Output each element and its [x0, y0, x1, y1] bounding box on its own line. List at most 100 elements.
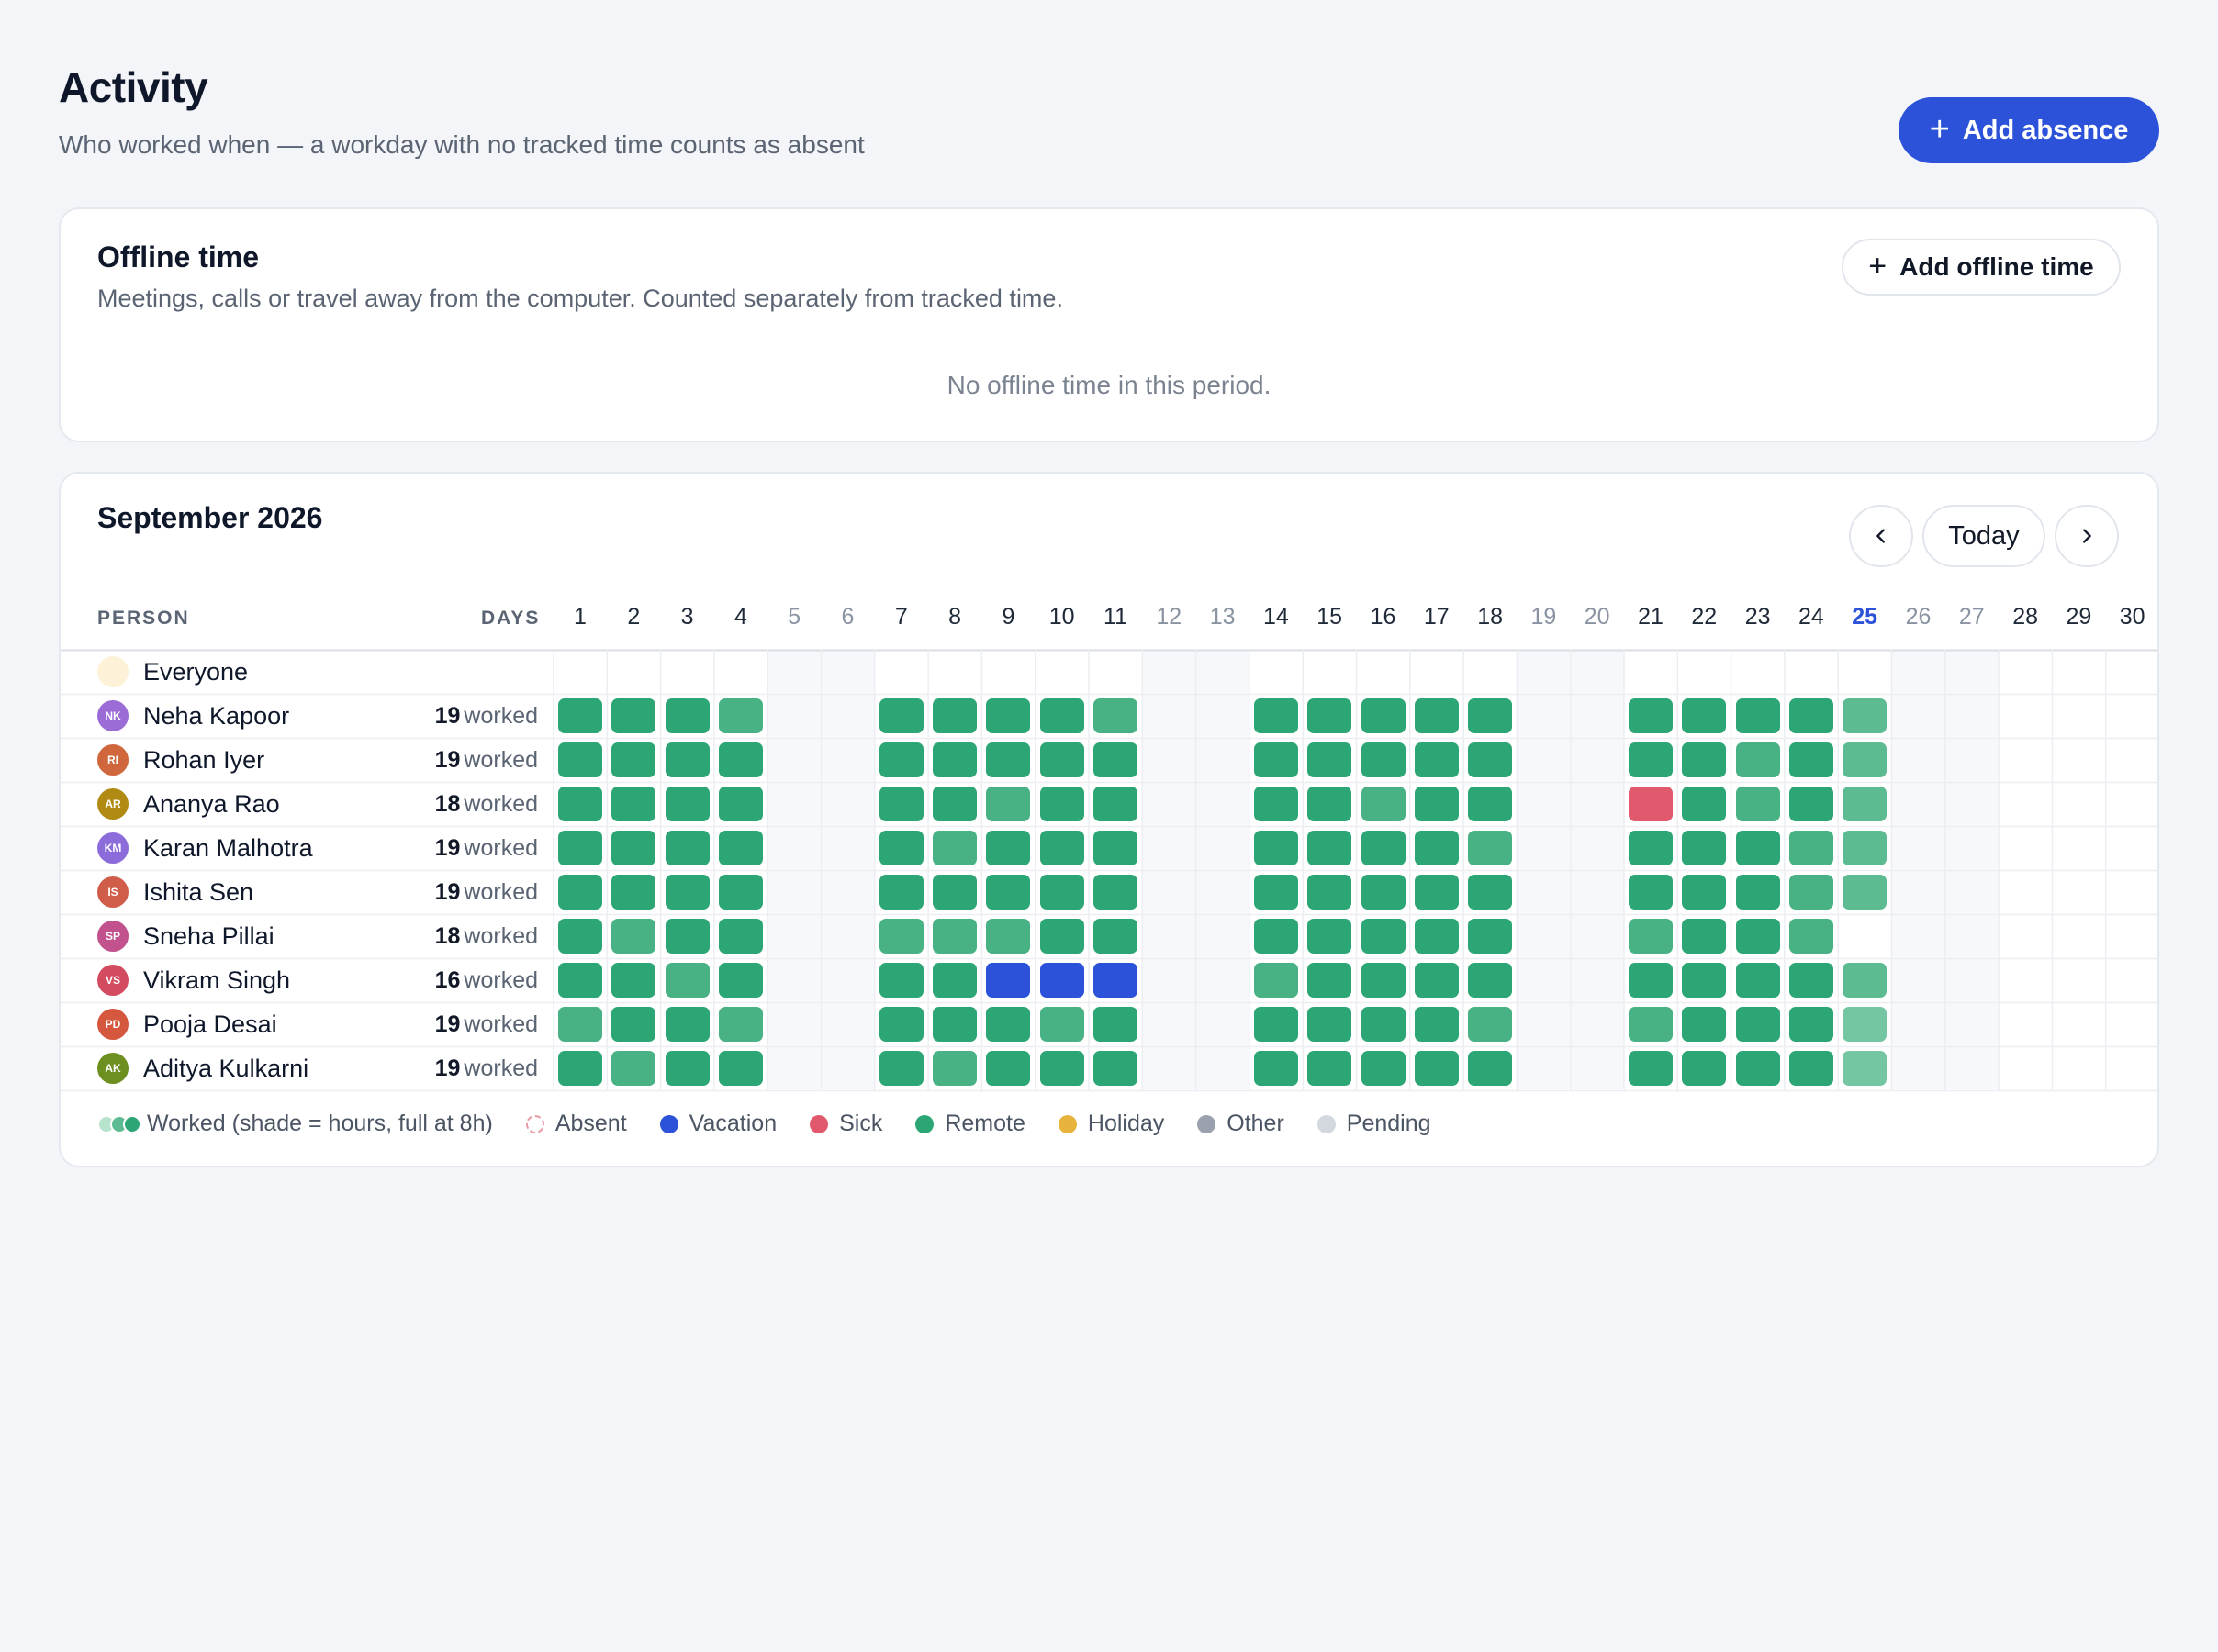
worked-cell[interactable] [1682, 963, 1727, 998]
worked-cell[interactable] [1629, 742, 1673, 777]
vacation-cell[interactable] [1093, 963, 1137, 998]
worked-cell[interactable] [1843, 1007, 1888, 1042]
vacation-cell[interactable] [1039, 963, 1084, 998]
worked-cell[interactable] [1361, 742, 1406, 777]
worked-cell[interactable] [1682, 698, 1727, 733]
worked-cell[interactable] [611, 919, 656, 954]
worked-cell[interactable] [986, 919, 1031, 954]
person-name[interactable]: Aditya Kulkarni [143, 1055, 309, 1082]
worked-cell[interactable] [1788, 698, 1833, 733]
worked-cell[interactable] [933, 831, 978, 865]
worked-cell[interactable] [1253, 1051, 1298, 1086]
worked-cell[interactable] [1788, 919, 1833, 954]
worked-cell[interactable] [1629, 1051, 1673, 1086]
worked-cell[interactable] [1307, 1007, 1352, 1042]
worked-cell[interactable] [1629, 875, 1673, 910]
worked-cell[interactable] [611, 787, 656, 821]
worked-cell[interactable] [558, 875, 602, 910]
worked-cell[interactable] [1039, 787, 1084, 821]
worked-cell[interactable] [1735, 1051, 1780, 1086]
person-name[interactable]: Sneha Pillai [143, 922, 274, 950]
worked-cell[interactable] [1468, 787, 1513, 821]
worked-cell[interactable] [1788, 963, 1833, 998]
worked-cell[interactable] [1414, 698, 1459, 733]
worked-cell[interactable] [879, 787, 924, 821]
sick-cell[interactable] [1629, 787, 1673, 821]
worked-cell[interactable] [1629, 919, 1673, 954]
worked-cell[interactable] [1682, 1051, 1727, 1086]
worked-cell[interactable] [1414, 787, 1459, 821]
add-offline-time-button[interactable]: + Add offline time [1842, 239, 2121, 296]
next-month-button[interactable] [2055, 505, 2119, 567]
worked-cell[interactable] [1093, 1051, 1137, 1086]
worked-cell[interactable] [718, 1007, 763, 1042]
worked-cell[interactable] [1093, 698, 1137, 733]
worked-cell[interactable] [1307, 787, 1352, 821]
worked-cell[interactable] [1629, 1007, 1673, 1042]
worked-cell[interactable] [1843, 963, 1888, 998]
worked-cell[interactable] [1361, 831, 1406, 865]
worked-cell[interactable] [879, 875, 924, 910]
worked-cell[interactable] [986, 875, 1031, 910]
add-absence-button[interactable]: + Add absence [1899, 97, 2159, 163]
worked-cell[interactable] [718, 787, 763, 821]
worked-cell[interactable] [1253, 698, 1298, 733]
worked-cell[interactable] [1843, 831, 1888, 865]
worked-cell[interactable] [1093, 831, 1137, 865]
worked-cell[interactable] [879, 1007, 924, 1042]
worked-cell[interactable] [1253, 963, 1298, 998]
worked-cell[interactable] [1253, 919, 1298, 954]
worked-cell[interactable] [558, 742, 602, 777]
previous-month-button[interactable] [1849, 505, 1913, 567]
worked-cell[interactable] [665, 963, 710, 998]
worked-cell[interactable] [665, 698, 710, 733]
worked-cell[interactable] [1093, 787, 1137, 821]
vacation-cell[interactable] [986, 963, 1031, 998]
worked-cell[interactable] [1361, 963, 1406, 998]
worked-cell[interactable] [986, 1007, 1031, 1042]
worked-cell[interactable] [933, 742, 978, 777]
worked-cell[interactable] [1735, 742, 1780, 777]
worked-cell[interactable] [1682, 875, 1727, 910]
worked-cell[interactable] [1307, 919, 1352, 954]
worked-cell[interactable] [1843, 742, 1888, 777]
worked-cell[interactable] [611, 698, 656, 733]
worked-cell[interactable] [1468, 698, 1513, 733]
worked-cell[interactable] [1253, 787, 1298, 821]
worked-cell[interactable] [1735, 831, 1780, 865]
worked-cell[interactable] [1682, 1007, 1727, 1042]
worked-cell[interactable] [1682, 831, 1727, 865]
worked-cell[interactable] [1253, 1007, 1298, 1042]
worked-cell[interactable] [986, 742, 1031, 777]
worked-cell[interactable] [665, 875, 710, 910]
worked-cell[interactable] [879, 919, 924, 954]
worked-cell[interactable] [1093, 1007, 1137, 1042]
worked-cell[interactable] [1414, 875, 1459, 910]
worked-cell[interactable] [611, 875, 656, 910]
worked-cell[interactable] [1468, 919, 1513, 954]
worked-cell[interactable] [1414, 963, 1459, 998]
person-name[interactable]: Neha Kapoor [143, 702, 290, 730]
worked-cell[interactable] [1843, 787, 1888, 821]
worked-cell[interactable] [1093, 742, 1137, 777]
worked-cell[interactable] [1039, 875, 1084, 910]
worked-cell[interactable] [1788, 1007, 1833, 1042]
worked-cell[interactable] [1361, 1051, 1406, 1086]
worked-cell[interactable] [933, 1007, 978, 1042]
worked-cell[interactable] [718, 831, 763, 865]
worked-cell[interactable] [1735, 1007, 1780, 1042]
worked-cell[interactable] [1307, 698, 1352, 733]
worked-cell[interactable] [665, 787, 710, 821]
person-name[interactable]: Rohan Iyer [143, 746, 265, 774]
worked-cell[interactable] [611, 1007, 656, 1042]
worked-cell[interactable] [1361, 919, 1406, 954]
worked-cell[interactable] [879, 742, 924, 777]
worked-cell[interactable] [1039, 919, 1084, 954]
worked-cell[interactable] [1735, 919, 1780, 954]
worked-cell[interactable] [665, 1051, 710, 1086]
worked-cell[interactable] [1468, 831, 1513, 865]
worked-cell[interactable] [879, 963, 924, 998]
worked-cell[interactable] [1039, 742, 1084, 777]
worked-cell[interactable] [986, 831, 1031, 865]
worked-cell[interactable] [933, 875, 978, 910]
